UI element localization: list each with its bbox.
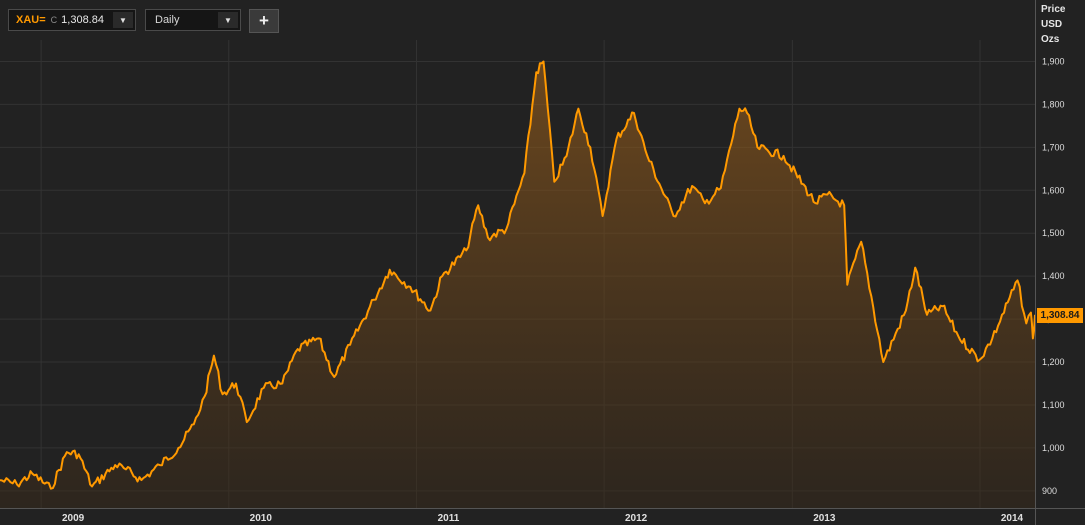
y-tick-label: 1,400: [1042, 271, 1065, 281]
x-tick-label: 2014: [1001, 513, 1024, 524]
y-tick-label: 1,600: [1042, 185, 1065, 195]
axis-header-price: Price: [1041, 4, 1066, 15]
chart-toolbar: XAU= C 1,308.84 ▼ Daily ▼ +: [0, 0, 1035, 40]
y-tick-label: 900: [1042, 486, 1057, 496]
price-axis-header: Price USD Ozs: [1041, 2, 1085, 47]
axis-header-unit: Ozs: [1041, 34, 1060, 45]
y-tick-label: 1,900: [1042, 56, 1065, 66]
x-tick-label: 2009: [62, 513, 85, 524]
price-area-fill: [0, 61, 1035, 508]
y-tick-label: 1,700: [1042, 142, 1065, 152]
symbol-price: 1,308.84: [61, 14, 104, 26]
x-axis-ticks: 2009 2010 2011 2012 2013 2014: [62, 513, 1024, 524]
symbol-flag: C: [50, 15, 58, 25]
symbol-ticker: XAU=: [16, 14, 46, 26]
y-tick-label: 1,800: [1042, 99, 1065, 109]
x-tick-label: 2012: [625, 513, 648, 524]
interval-label: Daily: [155, 14, 180, 26]
plus-icon: +: [259, 11, 269, 30]
price-line: [0, 60, 1036, 490]
y-tick-label: 1,200: [1042, 357, 1065, 367]
symbol-selector[interactable]: XAU= C 1,308.84 ▼: [8, 9, 136, 31]
x-tick-label: 2013: [813, 513, 836, 524]
last-price-label: 1,308.84: [1037, 307, 1083, 323]
x-tick-label: 2011: [438, 513, 460, 524]
y-axis-ticks: 9001,0001,1001,2001,3001,4001,5001,6001,…: [1042, 56, 1065, 495]
chevron-down-icon[interactable]: ▼: [218, 12, 238, 28]
chevron-down-icon[interactable]: ▼: [113, 12, 133, 28]
x-tick-label: 2010: [250, 513, 273, 524]
y-tick-label: 1,500: [1042, 228, 1065, 238]
add-button[interactable]: +: [249, 9, 279, 33]
y-tick-label: 1,100: [1042, 400, 1065, 410]
y-tick-label: 1,000: [1042, 443, 1065, 453]
axis-header-currency: USD: [1041, 19, 1063, 30]
interval-selector[interactable]: Daily ▼: [145, 9, 241, 31]
